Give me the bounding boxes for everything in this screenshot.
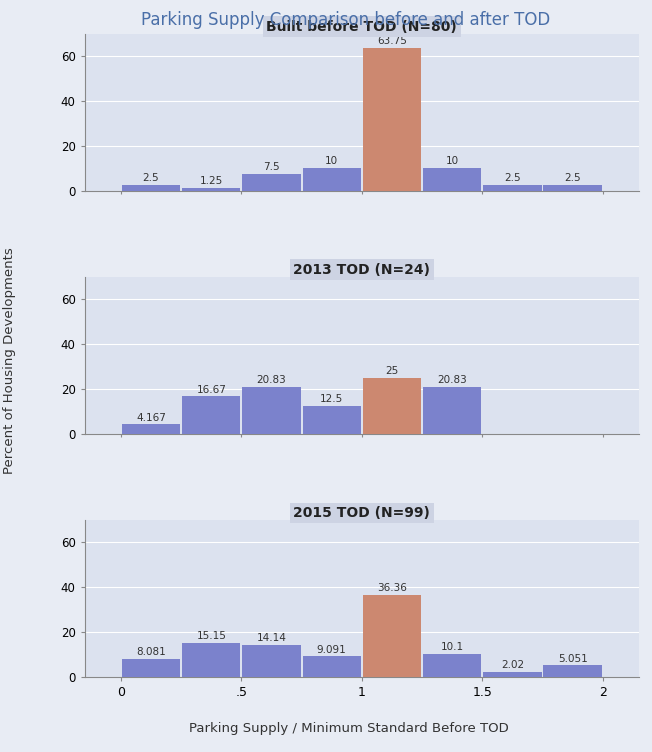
Bar [423, 387, 481, 434]
Text: 36.36: 36.36 [377, 584, 407, 593]
Title: 2015 TOD (N=99): 2015 TOD (N=99) [293, 506, 430, 520]
Text: 2.5: 2.5 [143, 173, 159, 183]
Text: 14.14: 14.14 [257, 633, 286, 643]
Text: 8.081: 8.081 [136, 647, 166, 656]
Text: 63.75: 63.75 [377, 36, 407, 46]
Bar [243, 174, 301, 191]
Text: 1.25: 1.25 [200, 176, 223, 186]
Bar [182, 643, 241, 677]
Text: 15.15: 15.15 [196, 631, 226, 641]
Text: 2.02: 2.02 [501, 660, 524, 670]
Text: 2.5: 2.5 [565, 173, 581, 183]
Bar [544, 185, 602, 191]
Bar [122, 185, 180, 191]
Bar [122, 659, 180, 677]
Bar [182, 188, 241, 191]
Bar [423, 654, 481, 677]
Text: 5.051: 5.051 [558, 653, 587, 663]
Bar [122, 424, 180, 434]
Bar [363, 378, 421, 434]
Bar [243, 645, 301, 677]
Text: 4.167: 4.167 [136, 413, 166, 423]
Bar [544, 666, 602, 677]
Title: 2013 TOD (N=24): 2013 TOD (N=24) [293, 263, 430, 277]
Text: 12.5: 12.5 [320, 394, 344, 404]
Bar [483, 672, 542, 677]
Text: 20.83: 20.83 [437, 375, 467, 385]
Text: 25: 25 [385, 365, 398, 376]
Text: 10: 10 [325, 156, 338, 166]
Text: 7.5: 7.5 [263, 162, 280, 172]
Bar [303, 656, 361, 677]
Text: Percent of Housing Developments: Percent of Housing Developments [3, 247, 16, 475]
Text: 2.5: 2.5 [504, 173, 521, 183]
Text: Parking Supply / Minimum Standard Before TOD: Parking Supply / Minimum Standard Before… [189, 723, 509, 735]
Bar [303, 168, 361, 191]
Bar [363, 596, 421, 677]
Bar [243, 387, 301, 434]
Title: Built before TOD (N=80): Built before TOD (N=80) [267, 20, 457, 34]
Text: 16.67: 16.67 [196, 384, 226, 395]
Text: 20.83: 20.83 [257, 375, 286, 385]
Bar [363, 48, 421, 191]
Bar [483, 185, 542, 191]
Bar [303, 406, 361, 434]
Text: 10: 10 [446, 156, 459, 166]
Text: 9.091: 9.091 [317, 644, 347, 654]
Text: 10.1: 10.1 [441, 642, 464, 652]
Bar [423, 168, 481, 191]
Bar [182, 396, 241, 434]
Text: Parking Supply Comparison before and after TOD: Parking Supply Comparison before and aft… [141, 11, 550, 29]
